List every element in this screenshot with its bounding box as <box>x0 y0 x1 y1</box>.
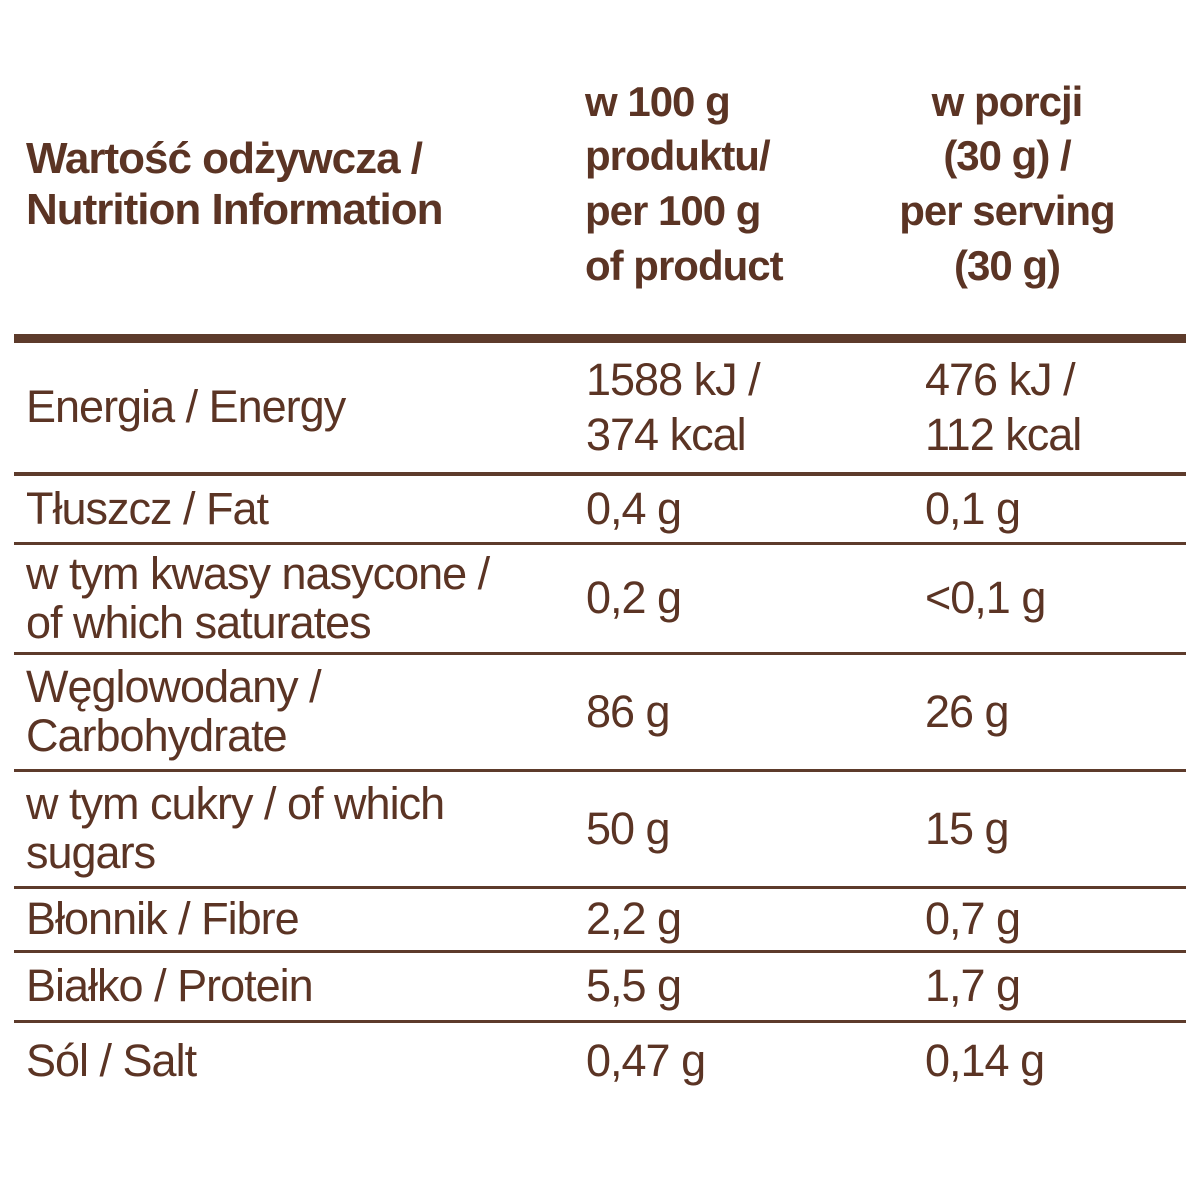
row-label: Węglowodany / Carbohydrate <box>26 661 322 761</box>
value-per-100g: 0,47 g <box>586 1034 706 1086</box>
row-label: Białko / Protein <box>26 960 314 1012</box>
value-per-serving: 15 g <box>925 802 1010 854</box>
table-row: w tym cukry / of which sugars 50 g 15 g <box>14 772 1186 889</box>
table-row: Energia / Energy 1588 kJ / 374 kcal 476 … <box>14 343 1186 476</box>
row-label: Energia / Energy <box>26 381 346 433</box>
table-header-row: Wartość odżywcza / Nutrition Information… <box>14 0 1186 343</box>
row-label: Tłuszcz / Fat <box>26 482 269 534</box>
table-row: w tym kwasy nasycone / of which saturate… <box>14 545 1186 655</box>
value-per-serving: 0,7 g <box>925 893 1021 945</box>
value-per-serving: 0,1 g <box>925 482 1021 534</box>
value-per-serving: 0,14 g <box>925 1034 1045 1086</box>
table-title: Wartość odżywcza / Nutrition Information <box>26 133 444 234</box>
table-row: Białko / Protein 5,5 g 1,7 g <box>14 953 1186 1023</box>
row-label: w tym kwasy nasycone / of which saturate… <box>26 547 490 648</box>
table-row: Sól / Salt 0,47 g 0,14 g <box>14 1023 1186 1099</box>
table-row: Błonnik / Fibre 2,2 g 0,7 g <box>14 889 1186 953</box>
value-per-100g: 0,2 g <box>586 572 682 624</box>
value-per-serving: <0,1 g <box>925 572 1046 624</box>
column-header-per-serving: w porcji (30 g) / per serving (30 g) <box>899 77 1115 289</box>
row-label: Sól / Salt <box>26 1034 197 1086</box>
value-per-100g: 50 g <box>586 802 671 854</box>
value-per-serving: 476 kJ / 112 kcal <box>925 353 1082 460</box>
table-body: Energia / Energy 1588 kJ / 374 kcal 476 … <box>14 343 1186 1099</box>
value-per-serving: 26 g <box>925 685 1010 737</box>
row-label: w tym cukry / of which sugars <box>26 778 445 878</box>
nutrition-table: Wartość odżywcza / Nutrition Information… <box>14 0 1186 1099</box>
table-row: Węglowodany / Carbohydrate 86 g 26 g <box>14 655 1186 772</box>
value-per-100g: 86 g <box>586 685 671 737</box>
value-per-100g: 5,5 g <box>586 960 682 1012</box>
value-per-serving: 1,7 g <box>925 960 1021 1012</box>
table-row: Tłuszcz / Fat 0,4 g 0,1 g <box>14 476 1186 545</box>
value-per-100g: 0,4 g <box>586 482 682 534</box>
value-per-100g: 2,2 g <box>586 893 682 945</box>
row-label: Błonnik / Fibre <box>26 893 300 945</box>
column-header-per-100g: w 100 g produktu/ per 100 g of product <box>585 77 784 289</box>
value-per-100g: 1588 kJ / 374 kcal <box>586 353 761 460</box>
